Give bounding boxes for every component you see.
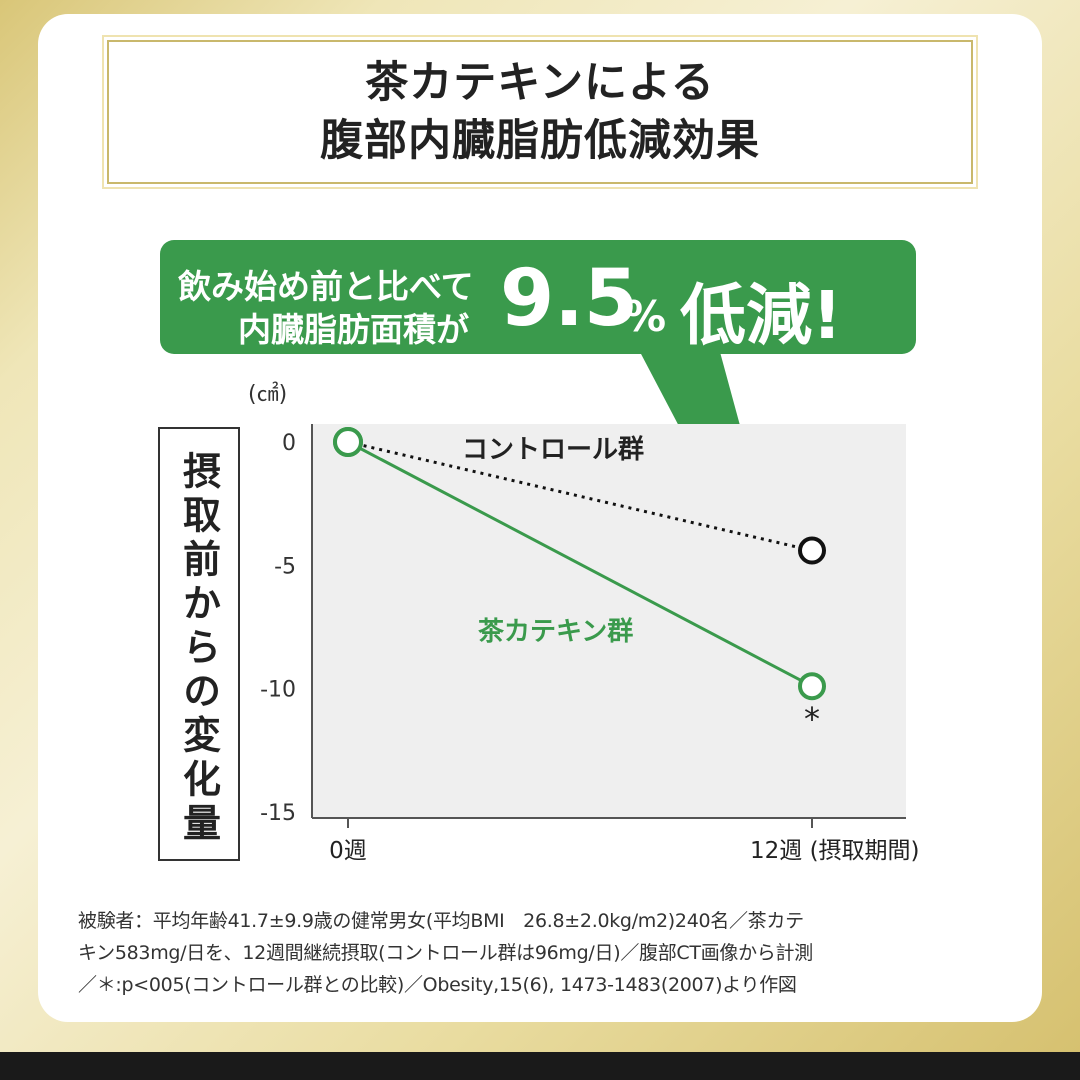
y-tick-label: -15 bbox=[260, 801, 296, 826]
y-tick-label: -10 bbox=[260, 678, 296, 703]
footnote-line-1: 被験者：平均年齢41.7±9.9歳の健常男女(平均BMI 26.8±2.0kg/… bbox=[78, 910, 804, 932]
callout-unit: % bbox=[624, 292, 667, 341]
callout-value: 9.5 bbox=[500, 254, 639, 344]
callout-suffix: 低減! bbox=[680, 277, 843, 354]
y-tick-label: 0 bbox=[282, 431, 296, 456]
footnote-line-3: ／＊:p<005(コントロール群との比較)／Obesity,15(6), 147… bbox=[78, 974, 797, 996]
title-box: 茶カテキンによる 腹部内臓脂肪低減効果 bbox=[102, 35, 978, 189]
data-point-catechin bbox=[333, 427, 363, 457]
y-axis-label: 摂取前からの変化量 bbox=[176, 451, 221, 847]
series-line-catechin bbox=[347, 440, 813, 688]
series-label-catechin: 茶カテキン群 bbox=[478, 617, 633, 647]
callout-line-2: 内臓脂肪面積が bbox=[238, 310, 469, 349]
significance-marker: * bbox=[804, 700, 820, 738]
footnote-line-2: キン583mg/日を、12週間継続摂取(コントロール群は96mg/日)／腹部CT… bbox=[78, 942, 813, 964]
title-line-1: 茶カテキンによる bbox=[365, 58, 715, 108]
footnote: 被験者：平均年齢41.7±9.9歳の健常男女(平均BMI 26.8±2.0kg/… bbox=[78, 905, 1018, 1001]
title-line-2: 腹部内臓脂肪低減効果 bbox=[320, 116, 760, 166]
callout-line-1: 飲み始め前と比べて bbox=[178, 267, 474, 306]
x-tick-label: 0週 bbox=[329, 838, 367, 864]
x-tick-label: 12週 (摂取期間) bbox=[750, 838, 920, 864]
plot-area bbox=[312, 424, 906, 818]
unit-label: (㎠) bbox=[248, 382, 288, 407]
callout-bubble bbox=[160, 240, 916, 354]
data-point-control bbox=[798, 536, 826, 565]
data-point-catechin bbox=[798, 672, 826, 701]
y-axis-label-box: 摂取前からの変化量 bbox=[158, 427, 240, 861]
y-tick-label: -5 bbox=[274, 554, 296, 579]
series-label-control: コントロール群 bbox=[462, 435, 644, 465]
